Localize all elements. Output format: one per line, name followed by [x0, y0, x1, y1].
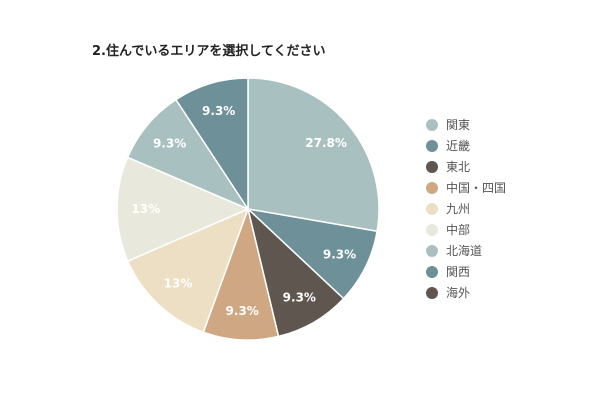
legend-swatch [426, 266, 438, 278]
slice-label: 9.3% [226, 304, 259, 318]
legend-swatch [426, 161, 438, 173]
pie-slices [116, 77, 380, 341]
slice-label: 13% [164, 276, 193, 290]
pie-slice [247, 77, 380, 233]
legend-label: 海外 [446, 285, 470, 300]
legend-swatch [426, 224, 438, 236]
slice-labels: 27.8% 9.3% 9.3% 9.3% 13% 13% 9.3% 9.3% [131, 104, 356, 318]
legend-swatch [426, 203, 438, 215]
legend-label: 東北 [446, 160, 470, 174]
legend-swatch [426, 287, 438, 299]
legend-swatch [426, 140, 438, 152]
pie-slice [202, 206, 280, 341]
legend-swatch [426, 245, 438, 257]
slice-label: 9.3% [323, 248, 356, 262]
slice-label: 27.8% [305, 136, 347, 150]
pie-slice [174, 77, 249, 212]
pie-slice [126, 207, 250, 334]
slice-label: 9.3% [153, 136, 186, 150]
pie-slice [126, 98, 251, 211]
legend-swatch [426, 182, 438, 194]
legend-label: 関東 [446, 118, 470, 132]
legend-label: 北海道 [446, 243, 482, 258]
pie-slice [116, 156, 250, 263]
legend-swatch [426, 119, 438, 131]
slice-label: 9.3% [283, 290, 316, 304]
legend-label: 関西 [446, 265, 470, 279]
legend-label: 中国・四国 [446, 180, 506, 195]
slice-label: 9.3% [202, 104, 235, 118]
legend-label: 九州 [446, 202, 470, 216]
slice-label: 13% [131, 202, 160, 216]
chart-title: 2.住んでいるエリアを選択してください [92, 44, 326, 59]
pie-slice [245, 207, 378, 300]
legend-label: 近畿 [446, 139, 470, 153]
legend-label: 中部 [446, 222, 470, 237]
pie-slice [246, 206, 345, 338]
